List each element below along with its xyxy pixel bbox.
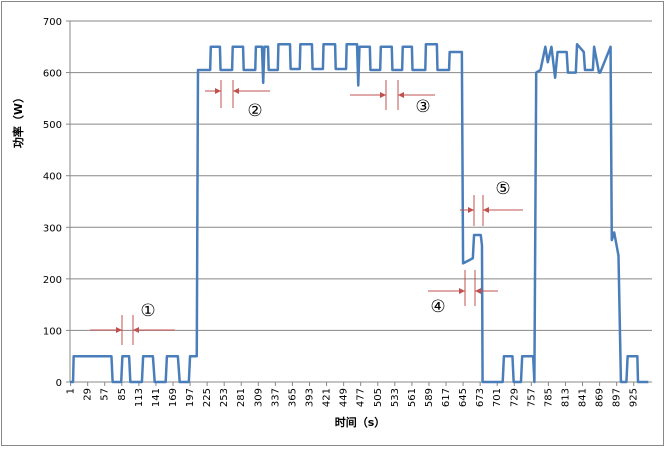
x-tick-label: 29 (83, 388, 94, 401)
annotation-arrows (90, 80, 523, 345)
x-tick-label: 869 (595, 388, 606, 407)
data-line (70, 42, 649, 384)
x-tick-label: 701 (492, 388, 503, 407)
arrow-head (459, 288, 465, 294)
x-tick-label: 505 (373, 388, 384, 407)
x-tick-label: 85 (117, 388, 128, 401)
x-tick-label: 225 (202, 388, 213, 407)
x-tick-label: 757 (526, 388, 537, 407)
x-tick-label: 57 (100, 388, 111, 401)
annotation: ① (140, 301, 155, 321)
x-tick-label: 617 (441, 388, 452, 407)
arrow-head (116, 327, 122, 333)
x-tick-label: 589 (424, 388, 435, 407)
arrow-head (468, 207, 474, 213)
x-axis-title: 时间（s） (335, 415, 386, 429)
x-tick-label: 393 (305, 388, 316, 407)
arrow-head (380, 92, 386, 98)
x-tick-label: 365 (287, 388, 298, 407)
x-tick-label: 813 (560, 388, 571, 407)
x-tick-label: 309 (253, 388, 264, 407)
x-tick-label: 169 (168, 388, 179, 407)
arrow-head (475, 288, 481, 294)
y-tick-label: 600 (43, 69, 62, 80)
y-tick-label: 300 (43, 223, 62, 234)
x-tick-label: 113 (134, 388, 145, 407)
arrow-head (233, 88, 239, 94)
x-tick-label: 141 (151, 388, 162, 407)
annotation: ② (247, 101, 262, 121)
x-tick-label: 449 (339, 388, 350, 407)
x-tick-label: 897 (612, 388, 623, 407)
x-tick-label: 477 (356, 388, 367, 407)
x-tick-label: 729 (509, 388, 520, 407)
x-tick-label: 925 (629, 388, 640, 407)
arrow-head (133, 327, 139, 333)
x-tick-label: 197 (185, 388, 196, 407)
x-tick-label: 841 (578, 388, 589, 407)
x-tick-label: 645 (458, 388, 469, 407)
x-tick-label: 533 (390, 388, 401, 407)
annotation: ④ (430, 297, 445, 317)
y-axis-title: 功率（W） (11, 92, 25, 148)
y-tick-label: 400 (43, 172, 62, 183)
arrow-head (215, 88, 221, 94)
x-tick-label: 673 (475, 388, 486, 407)
y-tick-label: 0 (56, 378, 62, 389)
x-tick-label: 337 (270, 388, 281, 407)
y-tick-label: 100 (43, 326, 62, 337)
x-tick-label: 421 (322, 388, 333, 407)
y-tick-label: 500 (43, 120, 62, 131)
x-tick-label: 561 (407, 388, 418, 407)
x-tick-label: 1 (66, 388, 77, 394)
arrow-head (398, 92, 404, 98)
y-tick-label: 200 (43, 275, 62, 286)
arrow-head (483, 207, 489, 213)
x-tick-label: 253 (219, 388, 230, 407)
annotation: ③ (415, 97, 430, 117)
annotation: ⑤ (495, 179, 510, 199)
x-tick-label: 785 (543, 388, 554, 407)
x-tick-label: 281 (236, 388, 247, 407)
y-tick-label: 700 (43, 17, 62, 28)
